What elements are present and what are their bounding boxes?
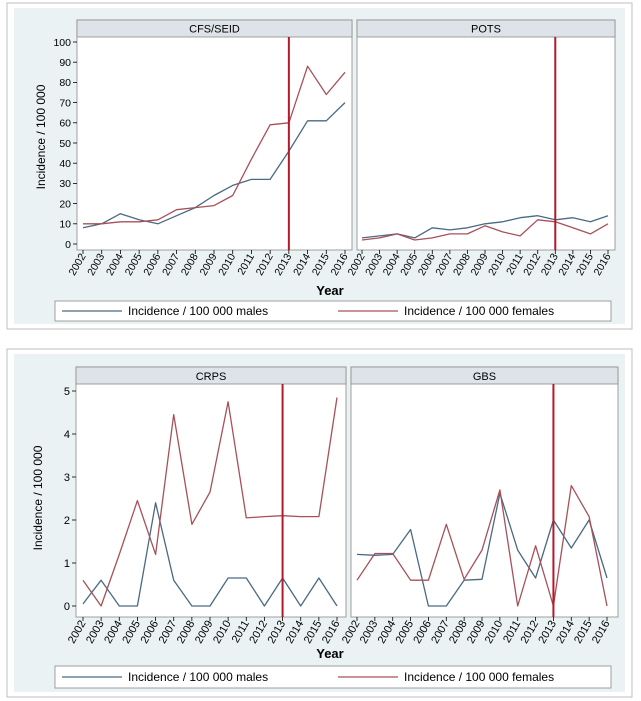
panel-title: POTS (471, 24, 501, 36)
y-tick-label: 40 (59, 158, 71, 170)
series-layer-crps (82, 384, 338, 617)
series-layer-gbs (356, 384, 608, 617)
y-tick-label: 4 (64, 429, 70, 441)
series-line-males (82, 102, 346, 229)
series-line-females (82, 397, 338, 607)
series-line-males (356, 492, 608, 607)
legend-label-males: Incidence / 100 000 males (128, 670, 268, 684)
y-tick-label: 30 (59, 178, 71, 190)
y-tick-label: 2 (64, 515, 70, 527)
panel-bg (350, 366, 619, 618)
panel-bg (75, 366, 347, 618)
panel-bg (356, 19, 616, 251)
legend-label-females: Incidence / 100 000 females (404, 304, 554, 318)
legend-label-females: Incidence / 100 000 females (404, 670, 554, 684)
legend-bottom: Incidence / 100 000 males Incidence / 10… (54, 665, 612, 689)
panel-title: CFS/SEID (189, 24, 240, 36)
panel-strip (356, 19, 616, 38)
y-tick-label: 1 (64, 558, 70, 570)
y-tick-label: 80 (59, 77, 71, 89)
panel-title: CRPS (196, 371, 227, 383)
panel-pots: POTS 20022003200420052006200720082009201… (346, 19, 616, 278)
series-layer-cfs-seid (82, 37, 346, 250)
panel-strip (75, 366, 347, 385)
series-line-males (361, 215, 609, 239)
panel-strip (76, 19, 353, 38)
panel-title: GBS (473, 371, 496, 383)
legend-box (54, 665, 612, 689)
panel-gbs: GBS 200220032004200520062007200820092010… (340, 366, 619, 646)
y-tick-label: 50 (59, 138, 71, 150)
series-line-males (82, 502, 338, 607)
y-tick-label: 60 (59, 118, 71, 130)
y-axis-cfs-seid: 0 10 20 30 40 50 60 70 80 90 100 (53, 37, 77, 251)
y-tick-label: 5 (64, 386, 70, 398)
y-tick-label: 0 (64, 601, 70, 613)
legend-box (54, 300, 612, 322)
series-line-females (361, 219, 609, 241)
series-line-females (356, 484, 608, 607)
panel-strip (350, 366, 619, 385)
x-axis-label-top: Year (316, 283, 343, 298)
y-tick-label: 20 (59, 198, 71, 210)
y-tick-label: 0 (65, 239, 71, 251)
series-layer-pots (361, 37, 609, 250)
y-axis-label-top: Incidence / 100 000 (34, 84, 48, 189)
y-tick-label: 3 (64, 472, 70, 484)
y-tick-label: 90 (59, 57, 71, 69)
y-tick-label: 70 (59, 97, 71, 109)
legend-label-males: Incidence / 100 000 males (128, 304, 268, 318)
y-tick-label: 10 (59, 219, 71, 231)
x-axis-label-bottom: Year (316, 646, 343, 661)
series-line-females (83, 65, 346, 225)
y-tick-label: 100 (53, 37, 71, 49)
y-axis-crps: 0 1 2 3 4 5 (64, 386, 76, 613)
legend-top: Incidence / 100 000 males Incidence / 10… (54, 300, 612, 322)
y-axis-label-bottom: Incidence / 100 000 (31, 445, 45, 550)
